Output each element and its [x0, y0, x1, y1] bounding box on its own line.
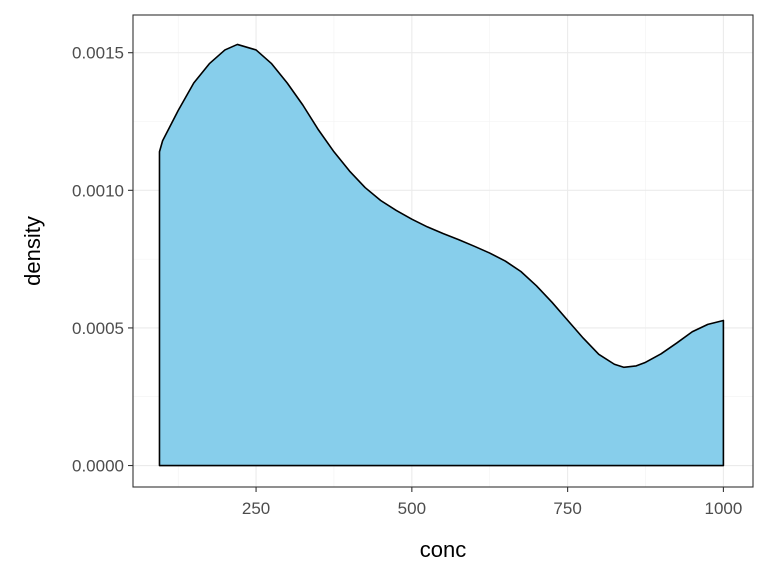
x-tick-label: 500 — [398, 499, 426, 518]
y-axis-title: density — [20, 216, 45, 286]
x-axis: 250 500 750 1000 — [242, 487, 742, 518]
plot-border — [132, 14, 754, 488]
y-tick-label: 0.0000 — [72, 457, 124, 476]
density-area — [158, 43, 725, 467]
y-axis: 0.0000 0.0005 0.0010 0.0015 — [72, 44, 133, 476]
x-axis-title: conc — [420, 537, 466, 562]
y-tick-label: 0.0010 — [72, 181, 124, 200]
y-tick-label: 0.0015 — [72, 44, 124, 63]
x-tick-label: 750 — [553, 499, 581, 518]
x-tick-label: 1000 — [704, 499, 742, 518]
x-tick-label: 250 — [242, 499, 270, 518]
y-tick-label: 0.0005 — [72, 319, 124, 338]
series-layer — [158, 43, 725, 467]
